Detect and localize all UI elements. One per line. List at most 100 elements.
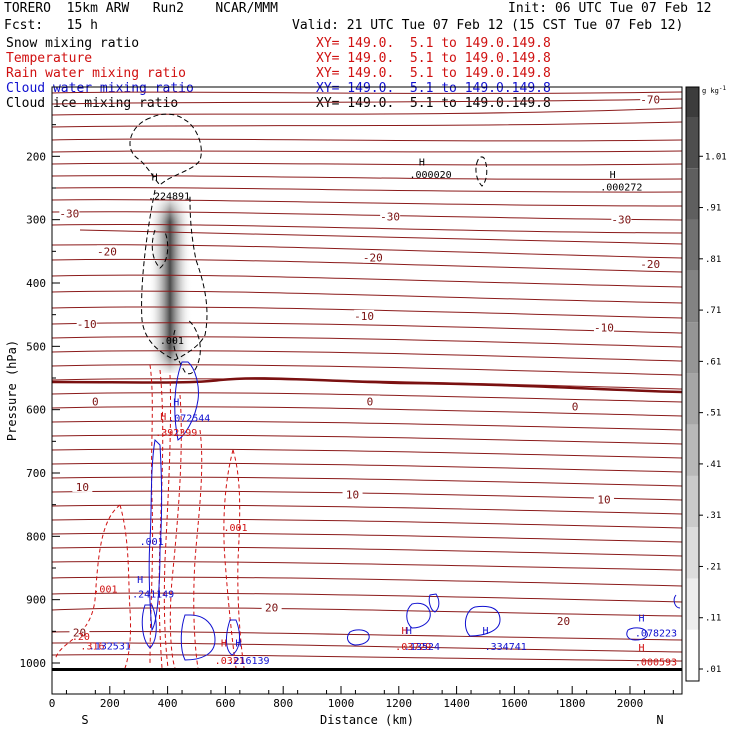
legend-cloud-ice-xy: XY= 149.0. 5.1 to 149.0.149.8 [316,96,551,111]
y-tick-label: 900 [26,594,46,607]
colorbar-unit: g kg-1 [702,85,726,95]
temperature-label-bg [362,251,383,263]
extremum-label: .078223 [635,629,677,640]
temperature-label: 0 [92,395,99,408]
temperature-label: -20 [363,252,383,265]
temperature-label: -30 [380,211,400,224]
legend-rain-xy: XY= 149.0. 5.1 to 149.0.149.8 [316,66,551,81]
extremum-label: .001 [140,537,164,548]
legend-temperature: Temperature [6,51,93,66]
y-tick-label: 200 [26,150,46,163]
y-axis-title: Pressure (hPa) [5,340,19,441]
temperature-label: 0 [367,395,374,408]
temperature-label: -70 [640,93,660,106]
colorbar-segment [686,424,699,476]
extremum-label: .13524 [404,642,440,653]
extremum-label: H [235,639,241,650]
temperature-label-bg [565,400,586,412]
y-tick-label: 700 [26,467,46,480]
colorbar-segment [686,373,699,425]
x-tick-label: 1800 [559,697,586,710]
extremum-label: .241149 [132,589,174,600]
colorbar-tick-label: .71 [705,306,721,316]
temperature-label-bg [553,615,574,627]
y-tick-label: 500 [26,340,46,353]
y-tick-label: 400 [26,277,46,290]
temperature-label-bg [354,309,375,321]
temperature-label-bg [380,210,401,222]
extremum-label: .03729 [395,642,431,653]
colorbar-unit-exponent: -1 [719,85,727,92]
north-label: N [656,713,663,727]
colorbar-tick-label: .01 [705,665,721,675]
colorbar-tick-label: .61 [705,357,721,367]
y-tick-label: 1000 [20,657,47,670]
extremum-label: .334741 [485,642,527,653]
temperature-label: 20 [73,627,86,640]
colorbar-tick-label: .51 [705,409,721,419]
colorbar-tick-label: .91 [705,204,721,214]
colorbar-tick-label: 1.01 [705,152,727,162]
y-tick-label: 300 [26,214,46,227]
temperature-label-bg [593,493,614,505]
valid-time: Valid: 21 UTC Tue 07 Feb 12 (15 CST Tue … [292,18,684,33]
extremum-label: .000020 [409,170,451,181]
extremum-label: .001 [93,584,117,595]
temperature-label: 0 [572,401,579,414]
temperature-label: 20 [265,601,278,614]
legend-snow-xy: XY= 149.0. 5.1 to 149.0.149.8 [316,36,551,51]
colorbar [685,86,700,682]
x-tick-label: 800 [273,697,293,710]
x-tick-label: 2000 [617,697,644,710]
colorbar-tick-label: .41 [705,460,721,470]
freezing-level-line [52,377,682,394]
temperature-label: -30 [611,214,631,227]
y-tick-label: 600 [26,404,46,417]
cloud-ice-contours [129,113,488,375]
run-title: TORERO 15km ARW Run2 NCAR/MMM [4,1,278,16]
south-label: S [81,713,88,727]
colorbar-segment [686,629,699,681]
x-tick-label: 400 [158,697,178,710]
extremum-label: H [402,626,408,637]
legend-snow: Snow mixing ratio [6,36,140,51]
temperature-label-bg [611,213,632,225]
temperature-label-bg [59,207,80,219]
extremum-label: .000593 [635,658,677,669]
colorbar-segment [686,270,699,323]
temperature-label: -20 [640,258,660,271]
legend-rain: Rain water mixing ratio [6,66,187,81]
x-tick-label: 0 [49,697,56,710]
temperature-label: -30 [59,207,79,220]
extremum-label: .001 [223,523,247,534]
legend-temperature-xy: XY= 149.0. 5.1 to 149.0.149.8 [316,51,551,66]
colorbar-tick-label: .31 [705,511,721,521]
temperature-isotherms [52,91,682,662]
x-tick-label: 1400 [443,697,470,710]
extremum-label: H [137,575,143,586]
extremum-label: .132531 [89,641,131,652]
colorbar-segment [686,578,699,630]
extremum-label: H [221,639,227,650]
extremum-label: H [419,157,425,168]
temperature-label-bg [261,601,282,613]
temperature-label-bg [96,245,117,257]
temperature-label: 10 [76,481,89,494]
colorbar-tick-label: .21 [705,562,721,572]
extremum-label: H [160,412,166,423]
extremum-label: H [406,626,412,637]
plot-frame [51,86,683,695]
temperature-label: -10 [77,318,97,331]
temperature-label-bg [72,480,93,492]
temperature-label: -10 [594,321,614,334]
temperature-label: 10 [346,489,359,502]
forecast-hour: Fcst: 15 h [4,18,98,33]
x-tick-label: 600 [215,697,235,710]
init-time: Init: 06 UTC Tue 07 Feb 12 [508,1,712,16]
colorbar-segment [686,117,699,169]
temperature-label-bg [640,258,661,269]
temperature-label: -10 [354,310,374,323]
extremum-label: .000272 [600,183,642,194]
extremum-label: .001 [160,336,184,347]
